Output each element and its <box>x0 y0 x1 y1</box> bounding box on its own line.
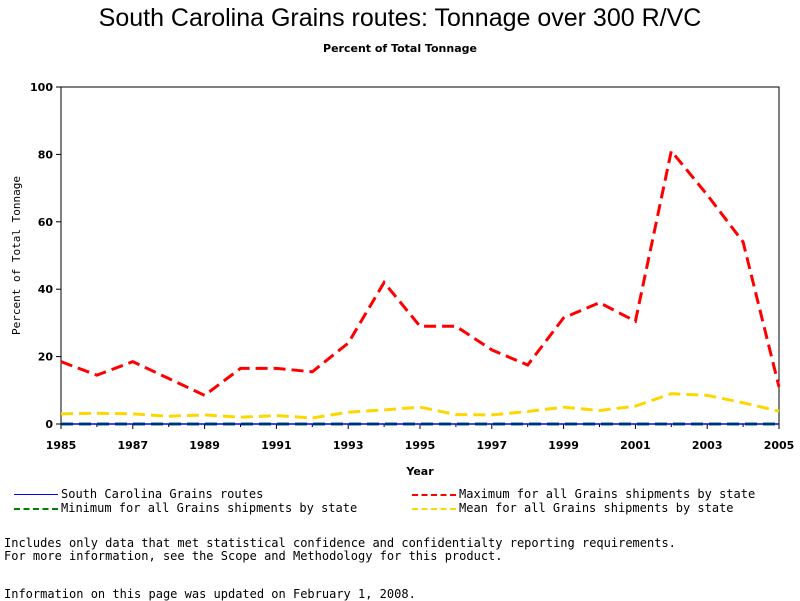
legend-swatch-south-carolina <box>14 494 58 495</box>
y-tick-label: 40 <box>38 283 54 296</box>
x-tick-label: 1991 <box>261 439 292 452</box>
x-tick-label: 1989 <box>189 439 220 452</box>
note-confidence: Includes only data that met statistical … <box>4 536 676 550</box>
x-tick-label: 2001 <box>620 439 651 452</box>
legend-label-minimum: Minimum for all Grains shipments by stat… <box>61 501 358 515</box>
legend-label-mean: Mean for all Grains shipments by state <box>459 501 734 515</box>
chart-title: South Carolina Grains routes: Tonnage ov… <box>98 4 702 32</box>
plot-frame <box>60 86 780 425</box>
x-tick-label: 2005 <box>764 439 795 452</box>
x-tick-label: 1985 <box>46 439 77 452</box>
note-methodology: For more information, see the Scope and … <box>4 549 503 563</box>
y-tick-label: 100 <box>30 81 53 94</box>
x-tick-label: 1995 <box>405 439 436 452</box>
legend-label-south-carolina: South Carolina Grains routes <box>61 487 264 501</box>
series-maximum-line <box>60 147 781 398</box>
legend-swatch-minimum <box>14 508 58 510</box>
y-axis-label: Percent of Total Tonnage <box>10 176 23 335</box>
x-tick-label: 1999 <box>548 439 579 452</box>
x-tick-label: 1993 <box>333 439 364 452</box>
note-updated: Information on this page was updated on … <box>4 587 416 601</box>
x-tick-label: 1997 <box>476 439 507 452</box>
y-tick-label: 0 <box>45 418 53 431</box>
y-tick-label: 20 <box>38 351 54 364</box>
x-tick-label: 2003 <box>692 439 723 452</box>
chart-subtitle: Percent of Total Tonnage <box>323 42 477 55</box>
y-tick-label: 60 <box>38 216 54 229</box>
legend-swatch-mean <box>412 508 456 510</box>
legend-swatch-maximum <box>412 494 456 496</box>
x-axis-label: Year <box>405 465 434 478</box>
legend-label-maximum: Maximum for all Grains shipments by stat… <box>459 487 756 501</box>
y-tick-label: 80 <box>38 148 54 161</box>
x-tick-label: 1987 <box>117 439 148 452</box>
series-mean-line <box>60 392 780 420</box>
